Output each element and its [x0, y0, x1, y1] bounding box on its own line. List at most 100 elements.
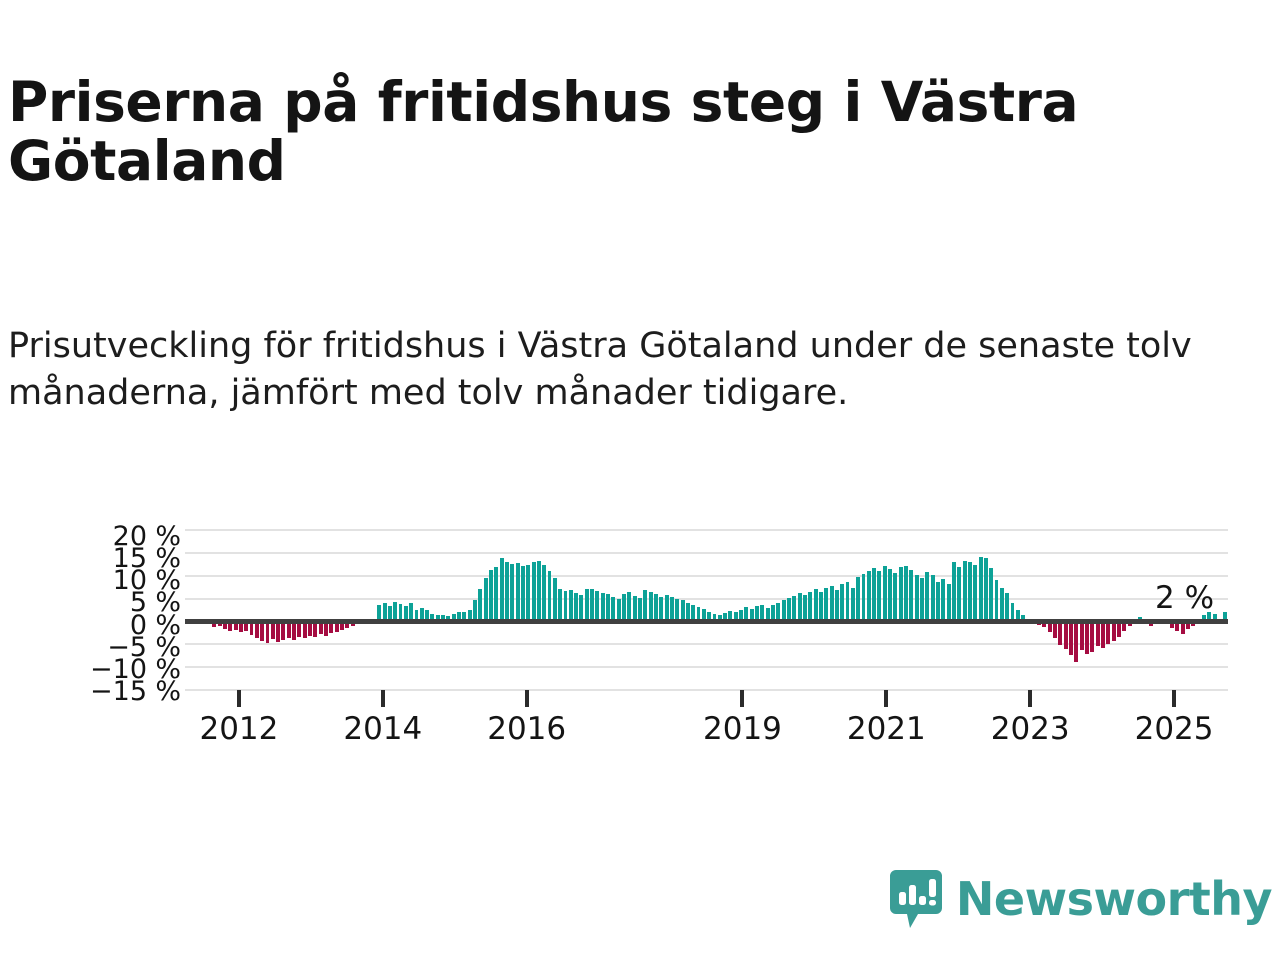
- bar: [696, 606, 701, 622]
- bar: [707, 611, 712, 622]
- bar: [1074, 621, 1079, 662]
- bar: [574, 593, 579, 622]
- bar: [1015, 609, 1020, 622]
- bar: [909, 569, 914, 622]
- bar: [638, 598, 642, 622]
- bar: [387, 605, 392, 622]
- bar: [829, 586, 834, 622]
- bar: [616, 599, 621, 622]
- gridline: [185, 551, 1228, 554]
- bar: [515, 562, 520, 622]
- x-axis-tick-label: 2023: [990, 711, 1070, 747]
- x-axis-tick-label: 2014: [343, 711, 423, 747]
- bar: [946, 584, 951, 622]
- bar: [861, 574, 866, 622]
- bar: [765, 607, 770, 622]
- bar: [882, 565, 887, 622]
- bar: [244, 621, 249, 632]
- bar: [685, 602, 690, 622]
- y-axis-tick-label: 0: [129, 609, 147, 641]
- bar: [648, 591, 653, 622]
- page-title: Priserna på fritidshus steg i Västra Göt…: [8, 69, 1079, 193]
- bar: [595, 591, 600, 622]
- bar: [276, 621, 281, 642]
- bar: [632, 595, 637, 622]
- bar: [925, 572, 930, 622]
- bar: [904, 566, 909, 622]
- bar: [499, 557, 504, 622]
- bar: [951, 562, 956, 622]
- bar: [547, 571, 552, 622]
- bar: [675, 599, 680, 622]
- bar: [536, 561, 541, 622]
- bar: [957, 566, 962, 622]
- bar: [744, 607, 749, 622]
- bar: [664, 594, 669, 622]
- bar: [520, 565, 525, 622]
- bar: [292, 621, 297, 640]
- bar: [1170, 621, 1175, 628]
- bar: [1186, 621, 1191, 629]
- bar: [531, 561, 536, 622]
- y-axis-unit-label: %: [155, 565, 181, 597]
- bar: [590, 588, 595, 622]
- bar: [457, 611, 462, 622]
- bar: [999, 587, 1004, 622]
- bar: [1175, 621, 1180, 632]
- gridline: [185, 574, 1228, 577]
- x-axis-tick: [1172, 690, 1177, 707]
- bar: [393, 601, 398, 622]
- bar-chart: 20% 15% 10% 5% 0% −5% −10% −15% 2012 2014 2016 201…: [0, 505, 1280, 755]
- bar: [228, 621, 233, 632]
- bar-chart-speech-bubble-icon: [889, 870, 942, 928]
- y-axis-tick-label: −5: [107, 631, 147, 663]
- bar: [936, 582, 940, 622]
- y-axis-unit-label: %: [155, 543, 181, 575]
- bar: [265, 621, 270, 644]
- bar: [462, 612, 467, 622]
- bar: [850, 587, 855, 622]
- bar: [377, 604, 382, 622]
- bar: [446, 615, 451, 622]
- bar: [222, 621, 227, 629]
- bar: [1138, 616, 1143, 622]
- bar: [866, 570, 871, 622]
- newsworthy-logo[interactable]: Newsworthy: [889, 870, 1273, 928]
- bar: [478, 589, 483, 622]
- bar: [914, 574, 919, 622]
- bar: [313, 621, 318, 638]
- gridline: [185, 666, 1228, 669]
- chart-plot-area: [185, 529, 1228, 691]
- bar: [233, 621, 238, 630]
- bar: [792, 595, 797, 622]
- bar: [308, 621, 313, 637]
- bar: [1079, 621, 1084, 651]
- bar: [845, 582, 850, 622]
- x-axis-tick: [884, 690, 889, 707]
- bar: [398, 604, 403, 622]
- bar: [409, 602, 414, 622]
- bar: [249, 621, 254, 636]
- bar: [467, 610, 472, 622]
- x-axis-tick: [236, 690, 241, 707]
- bar: [797, 593, 802, 622]
- bar: [888, 569, 893, 622]
- bar: [930, 575, 935, 622]
- y-axis-unit-label: %: [155, 653, 181, 685]
- gridline: [185, 597, 1228, 600]
- bar: [781, 600, 786, 622]
- bar: [1116, 621, 1121, 637]
- bar: [1202, 615, 1207, 622]
- bar: [542, 564, 547, 622]
- bar: [600, 592, 605, 622]
- bar: [1223, 612, 1228, 622]
- bar: [978, 557, 983, 622]
- bar: [643, 590, 648, 622]
- x-axis-tick-label: 2016: [487, 711, 567, 747]
- bar: [872, 568, 877, 622]
- bar: [329, 621, 334, 634]
- bar: [254, 621, 259, 638]
- bar: [552, 578, 557, 622]
- bar: [1010, 602, 1015, 622]
- bar: [1053, 621, 1058, 638]
